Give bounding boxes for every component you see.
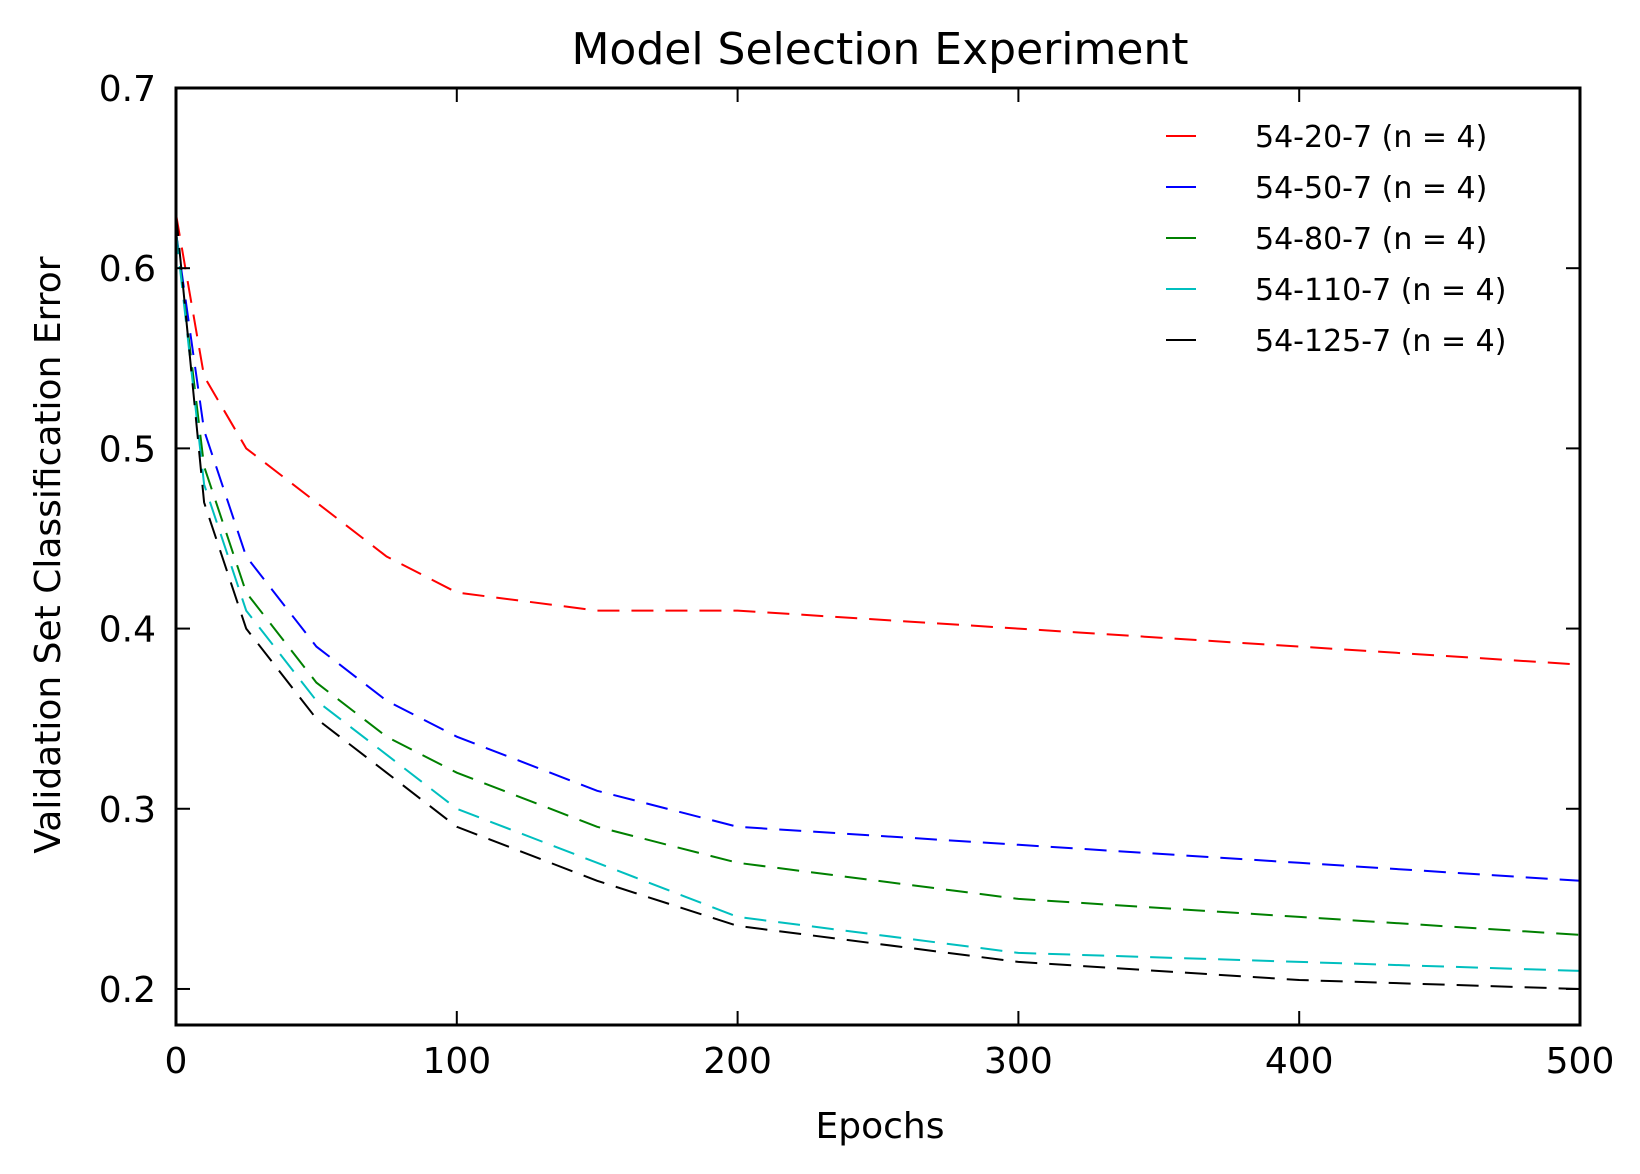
legend-label-2: 54-80-7 (n = 4)	[1255, 222, 1487, 257]
y-tick-label-0: 0.2	[99, 970, 156, 1011]
x-tick-label-2: 200	[703, 1041, 772, 1082]
legend-label-4: 54-125-7 (n = 4)	[1255, 324, 1506, 359]
series-line-2	[175, 232, 1581, 936]
y-axis-label: Validation Set Classification Error	[28, 256, 69, 853]
chart-title: Model Selection Experiment	[571, 24, 1188, 75]
y-tick-label-4: 0.6	[99, 249, 156, 290]
legend-label-1: 54-50-7 (n = 4)	[1255, 171, 1487, 206]
series-line-0	[175, 213, 1581, 666]
series-line-1	[175, 232, 1581, 882]
series-line-4	[175, 214, 1581, 990]
y-tick-label-5: 0.7	[99, 69, 156, 110]
y-tick-label-3: 0.5	[99, 429, 156, 470]
legend: 54-20-7 (n = 4) 54-50-7 (n = 4) 54-80-7 (n…	[1166, 120, 1506, 359]
y-tick-label-1: 0.3	[99, 790, 156, 831]
axes: 0 100 200 300 400 500 0.2 0.3 0.4 0.5 0.6 0.7	[99, 69, 1615, 1082]
legend-label-3: 54-110-7 (n = 4)	[1255, 273, 1506, 308]
x-tick-label-3: 300	[984, 1041, 1053, 1082]
legend-label-0: 54-20-7 (n = 4)	[1255, 120, 1487, 155]
y-tick-label-2: 0.4	[99, 610, 156, 651]
x-tick-label-4: 400	[1265, 1041, 1334, 1082]
x-axis-label: Epochs	[816, 1106, 945, 1147]
series-line-3	[175, 232, 1581, 972]
plot-frame	[174, 86, 1582, 1027]
x-tick-label-5: 500	[1546, 1041, 1615, 1082]
x-tick-label-1: 100	[422, 1041, 491, 1082]
plot-area	[175, 213, 1581, 990]
x-tick-label-0: 0	[165, 1041, 188, 1082]
